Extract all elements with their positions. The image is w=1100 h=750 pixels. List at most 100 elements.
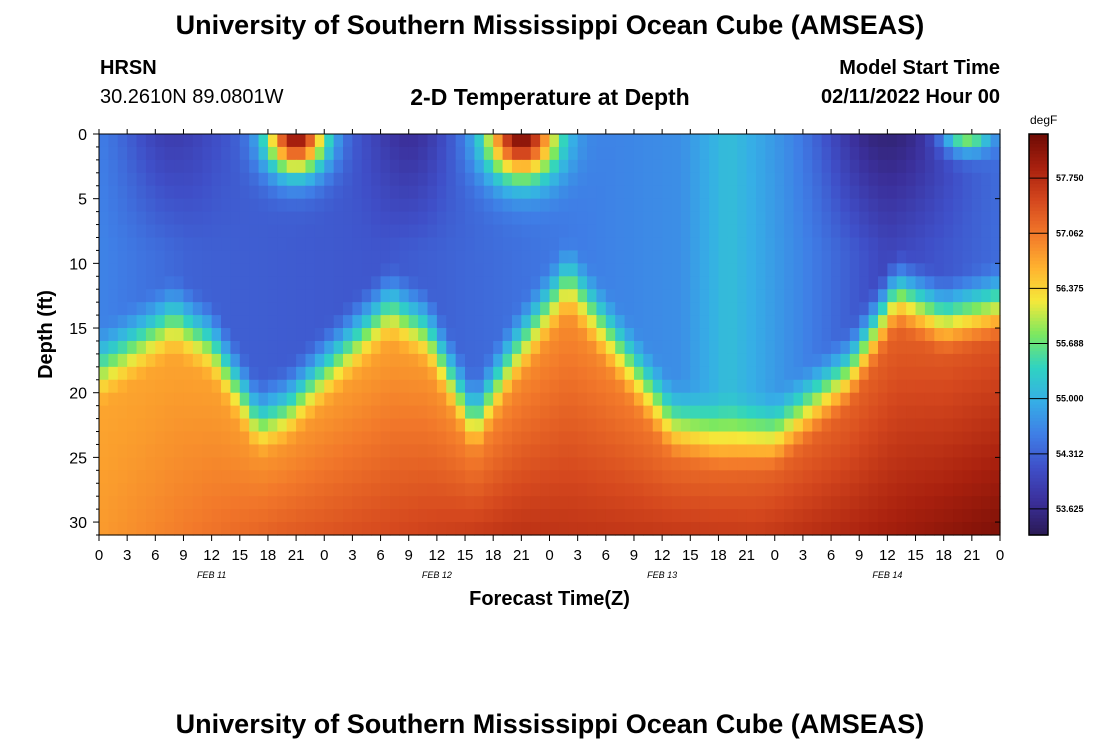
heatmap-cell: [793, 328, 804, 342]
colorbar-segment: [1029, 501, 1048, 506]
heatmap-cell: [521, 302, 532, 316]
colorbar-segment: [1029, 344, 1048, 349]
heatmap-cell: [399, 470, 410, 484]
heatmap-cell: [784, 276, 795, 290]
heatmap-cell: [690, 366, 701, 381]
heatmap-cell: [605, 289, 616, 303]
heatmap-cell: [709, 263, 720, 277]
heatmap-cell: [389, 224, 400, 239]
heatmap-cell: [737, 159, 748, 174]
heatmap-cell: [314, 159, 325, 174]
heatmap-cell: [436, 263, 447, 277]
heatmap-cell: [943, 328, 954, 342]
heatmap-cell: [145, 172, 156, 187]
heatmap-cell: [549, 263, 560, 277]
heatmap-cell: [427, 250, 438, 264]
heatmap-cell: [906, 172, 917, 187]
heatmap-cell: [615, 392, 626, 407]
heatmap-cell: [652, 483, 663, 497]
heatmap-cell: [136, 263, 147, 277]
heatmap-cell: [793, 315, 804, 329]
heatmap-cell: [249, 250, 260, 264]
heatmap-cell: [718, 431, 729, 446]
heatmap-cell: [727, 509, 738, 523]
heatmap-cell: [136, 172, 147, 187]
heatmap-cell: [502, 431, 513, 446]
heatmap-cell: [446, 444, 457, 458]
heatmap-cell: [568, 263, 579, 277]
heatmap-cell: [812, 405, 823, 420]
heatmap-cell: [483, 379, 494, 394]
x-tick-label: 9: [179, 547, 187, 564]
heatmap-cell: [774, 340, 785, 355]
heatmap-cell: [962, 250, 973, 264]
heatmap-cell: [568, 444, 579, 458]
heatmap-cell: [145, 224, 156, 239]
heatmap-cell: [286, 146, 297, 161]
heatmap-cell: [962, 483, 973, 497]
heatmap-cell: [202, 198, 213, 213]
heatmap-cell: [127, 444, 138, 458]
heatmap-cell: [718, 366, 729, 381]
heatmap-cell: [221, 276, 231, 290]
heatmap-cell: [953, 250, 964, 264]
heatmap-cell: [465, 134, 476, 148]
heatmap-cell: [868, 250, 879, 264]
heatmap-cell: [277, 379, 288, 394]
heatmap-cell: [211, 315, 222, 329]
heatmap-cell: [990, 250, 1001, 264]
colorbar-segment: [1029, 488, 1048, 493]
heatmap-cell: [99, 198, 109, 213]
heatmap-cell: [840, 522, 851, 536]
heatmap-cell: [239, 405, 250, 420]
heatmap-cell: [530, 340, 541, 355]
heatmap-cell: [558, 418, 569, 433]
heatmap-cell: [699, 483, 710, 497]
heatmap-cell: [446, 315, 457, 329]
heatmap-cell: [258, 496, 269, 510]
heatmap-cell: [924, 172, 935, 187]
heatmap-cell: [605, 250, 616, 264]
heatmap-cell: [511, 405, 522, 420]
heatmap-cell: [709, 211, 720, 226]
heatmap-cell: [934, 444, 945, 458]
heatmap-cell: [549, 237, 560, 252]
heatmap-cell: [558, 509, 569, 523]
heatmap-cell: [849, 289, 860, 303]
heatmap-cell: [849, 146, 860, 161]
heatmap-cell: [577, 263, 588, 277]
x-tick-label: 6: [376, 547, 384, 564]
colorbar-segment: [1029, 391, 1048, 396]
heatmap-cell: [418, 379, 429, 394]
heatmap-cell: [549, 328, 560, 342]
heatmap-cell: [239, 328, 250, 342]
heatmap-cell: [408, 185, 419, 200]
heatmap-cell: [249, 146, 260, 161]
heatmap-cell: [258, 444, 269, 458]
x-tick-label: 15: [682, 547, 699, 564]
heatmap-cell: [418, 340, 429, 355]
heatmap-cell: [389, 405, 400, 420]
heatmap-cell: [249, 418, 260, 433]
heatmap-cell: [727, 340, 738, 355]
heatmap-cell: [624, 483, 635, 497]
heatmap-cell: [596, 457, 607, 471]
heatmap-cell: [389, 289, 400, 303]
heatmap-cell: [258, 237, 269, 252]
heatmap-cell: [277, 457, 288, 471]
heatmap-cell: [117, 134, 128, 148]
colorbar-segment: [1029, 367, 1048, 372]
heatmap-cell: [906, 496, 917, 510]
heatmap-cell: [211, 366, 222, 381]
heatmap-cell: [530, 250, 541, 264]
colorbar-segment: [1029, 321, 1048, 326]
heatmap-cell: [164, 198, 175, 213]
heatmap-cell: [136, 418, 147, 433]
heatmap-cell: [277, 392, 288, 407]
heatmap-cell: [127, 522, 138, 536]
heatmap-cell: [587, 185, 598, 200]
heatmap-cell: [540, 379, 551, 394]
heatmap-cell: [662, 405, 673, 420]
colorbar-segment: [1029, 444, 1048, 449]
heatmap-cell: [877, 470, 888, 484]
